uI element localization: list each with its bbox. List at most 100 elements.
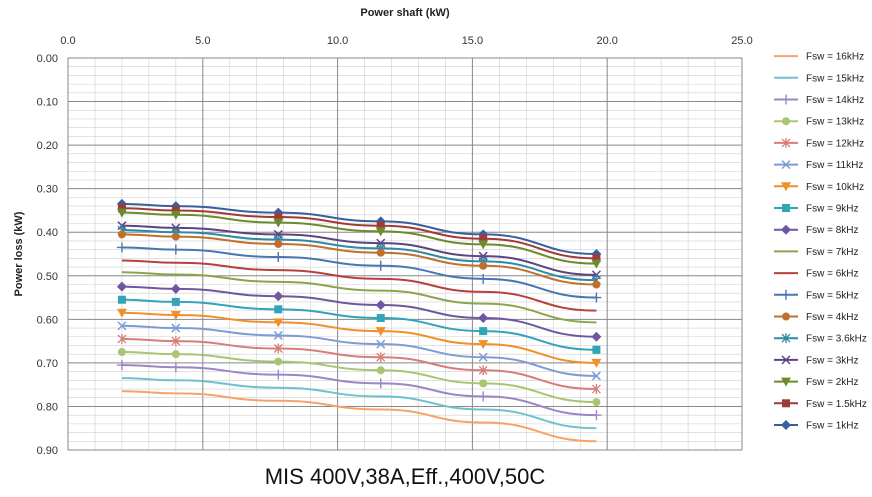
x-tick-label: 0.0 <box>60 35 75 47</box>
series-10 <box>116 281 602 342</box>
y-tick-label: 0.20 <box>37 140 58 152</box>
data-point <box>375 299 386 310</box>
y-axis-title: Power loss (kW) <box>13 211 25 296</box>
data-point <box>591 259 602 269</box>
chart-title: MIS 400V,38A,Eff.,400V,50C <box>265 464 546 489</box>
series-17 <box>121 377 597 430</box>
data-point <box>273 330 283 340</box>
data-point <box>274 357 283 366</box>
legend-label: Fsw = 6kHz <box>806 269 859 280</box>
series-16 <box>116 360 602 421</box>
legend-entry: Fsw = 4kHz <box>774 312 859 323</box>
y-tick-label: 0.70 <box>37 358 58 370</box>
y-tick-label: 0.40 <box>37 227 58 239</box>
data-point <box>170 362 181 373</box>
data-point <box>171 297 180 306</box>
data-point <box>170 244 181 255</box>
legend-label: Fsw = 15kHz <box>806 73 864 84</box>
legend-marker <box>781 333 791 344</box>
data-point <box>171 323 181 333</box>
data-point <box>273 252 284 263</box>
data-point <box>117 230 126 239</box>
legend-marker <box>781 377 791 387</box>
x-axis-title: Power shaft (kW) <box>360 7 450 19</box>
x-tick-label: 15.0 <box>462 35 483 47</box>
data-point <box>375 327 386 337</box>
data-point <box>592 398 601 407</box>
data-point <box>117 348 126 356</box>
legend-entry: Fsw = 9kHz <box>774 204 859 215</box>
data-point <box>116 360 127 371</box>
legend-entry: Fsw = 16kHz <box>774 52 864 63</box>
data-point <box>170 310 181 320</box>
data-point <box>273 218 284 228</box>
series-18 <box>121 390 597 443</box>
y-tick-label: 0.80 <box>37 401 58 413</box>
legend-marker <box>781 289 791 300</box>
data-point <box>592 345 601 354</box>
legend-label: Fsw = 7kHz <box>806 247 859 258</box>
legend-entry: Fsw = 7kHz <box>774 247 859 258</box>
x-tick-label: 25.0 <box>731 35 752 47</box>
series-9 <box>121 271 597 324</box>
data-point <box>591 371 601 381</box>
legend-marker <box>781 160 791 170</box>
legend-label: Fsw = 4kHz <box>806 312 859 323</box>
data-point <box>117 321 127 331</box>
series-13 <box>117 321 601 381</box>
legend-marker <box>781 182 791 192</box>
data-point <box>116 281 127 292</box>
data-point <box>274 305 283 314</box>
data-point <box>591 410 602 421</box>
legend-marker <box>781 137 791 148</box>
axes: 0.0 5.0 10.0 15.0 20.0 25.0 0.00 0.10 0.20 0.30 0.… <box>37 35 753 457</box>
data-point <box>116 308 127 318</box>
legend-entry: Fsw = 15kHz <box>774 73 864 84</box>
data-point <box>376 221 385 230</box>
legend-entry: Fsw = 3.6kHz <box>774 333 867 345</box>
data-point <box>117 295 126 304</box>
y-tick-label: 0.90 <box>37 445 58 457</box>
data-point <box>591 384 601 395</box>
data-point <box>591 358 602 368</box>
series-14 <box>117 333 601 395</box>
legend-marker <box>782 117 790 126</box>
series-7 <box>116 242 602 303</box>
y-tick-label: 0.10 <box>37 97 58 109</box>
series-line <box>121 377 597 430</box>
legend-entry: Fsw = 3kHz <box>774 355 859 366</box>
legend-entry: Fsw = 8kHz <box>774 224 859 236</box>
data-point <box>171 206 180 215</box>
data-point <box>478 352 488 362</box>
data-point <box>592 280 601 289</box>
legend-entry: Fsw = 5kHz <box>774 289 859 301</box>
series-12 <box>116 308 602 368</box>
legend-entry: Fsw = 13kHz <box>774 117 864 128</box>
data-point <box>479 327 488 336</box>
legend-entry: Fsw = 14kHz <box>774 94 864 106</box>
series-8 <box>121 259 597 312</box>
legend-label: Fsw = 13kHz <box>806 117 864 128</box>
data-point <box>273 291 284 302</box>
data-point <box>591 292 602 303</box>
legend-marker <box>782 312 790 321</box>
legend-label: Fsw = 9kHz <box>806 204 859 215</box>
data-point <box>478 313 489 324</box>
legend-label: Fsw = 2kHz <box>806 377 859 388</box>
legend-marker <box>782 204 790 212</box>
data-point <box>478 340 489 350</box>
series-group <box>116 198 602 443</box>
legend-label: Fsw = 5kHz <box>806 290 859 301</box>
legend-label: Fsw = 10kHz <box>806 182 864 193</box>
series-line <box>121 259 597 312</box>
data-point <box>274 239 283 248</box>
y-tick-label: 0.50 <box>37 271 58 283</box>
data-point <box>117 204 126 213</box>
series-2 <box>117 204 601 263</box>
legend-marker <box>781 94 791 105</box>
series-15 <box>117 348 601 407</box>
data-point <box>478 365 488 376</box>
legend-marker <box>781 224 791 235</box>
